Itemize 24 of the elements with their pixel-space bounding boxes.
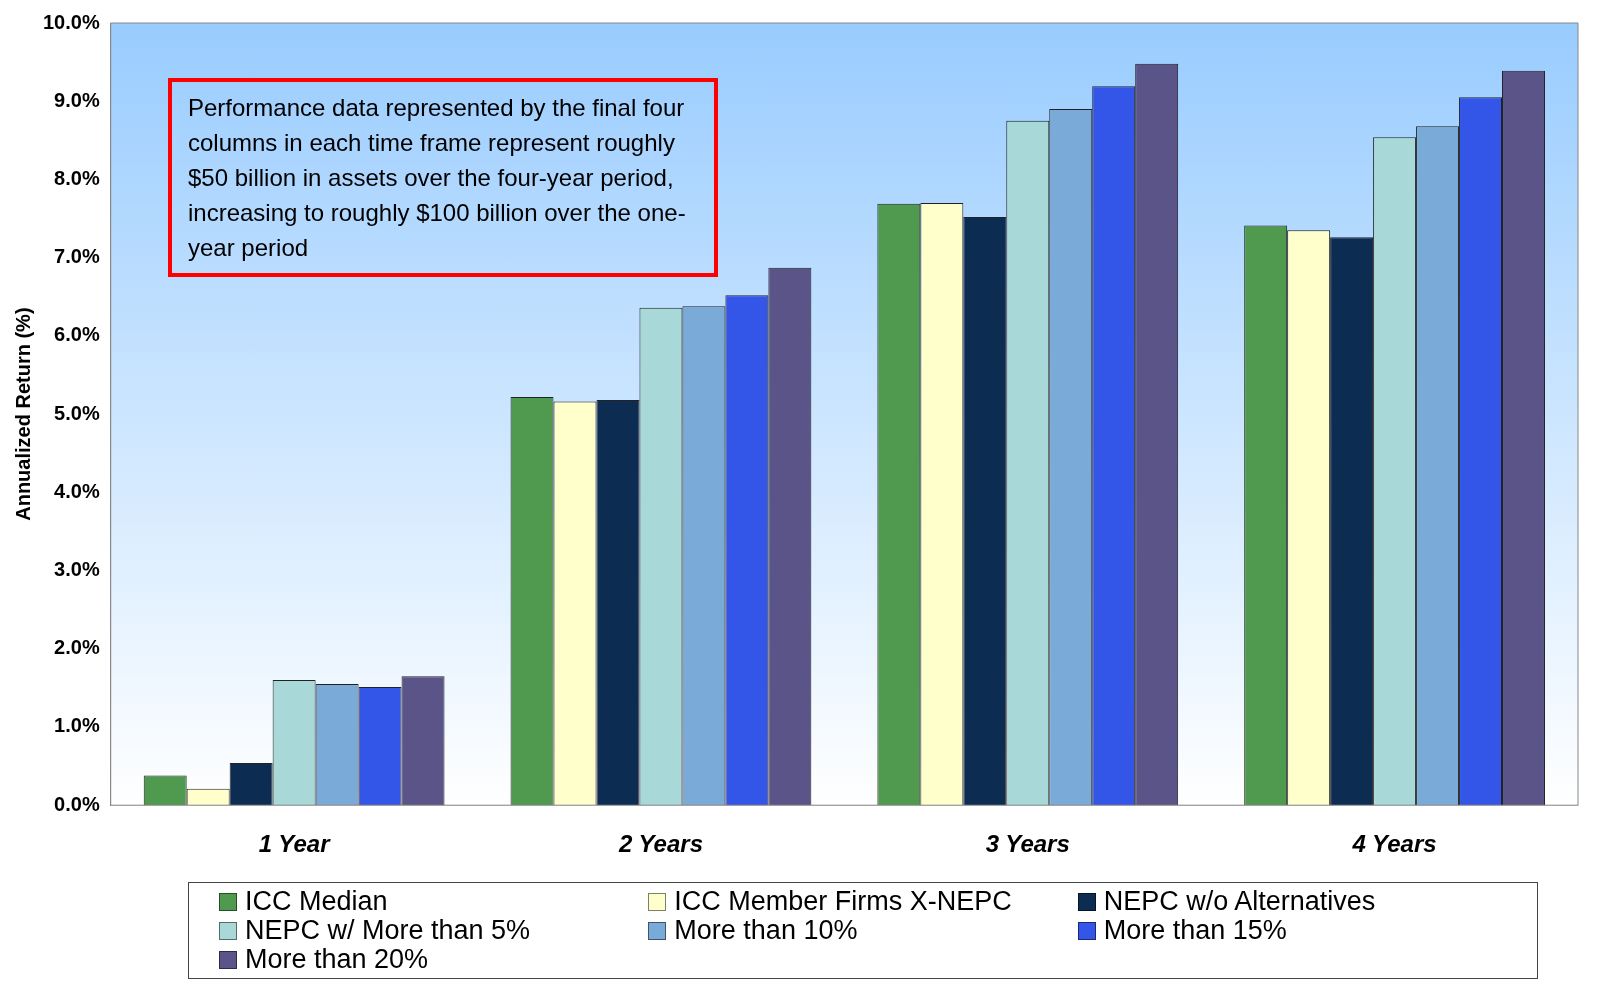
y-tick-label: 4.0% xyxy=(54,479,100,502)
x-tick-label: 4 Years xyxy=(1351,830,1437,858)
y-tick-label: 6.0% xyxy=(54,323,100,346)
y-tick-label: 8.0% xyxy=(54,166,100,189)
legend-label: More than 15% xyxy=(1103,915,1287,945)
y-tick-label: 2.0% xyxy=(54,636,100,659)
y-tick-label: 3.0% xyxy=(54,558,100,581)
y-axis-title: Annualized Return (%) xyxy=(11,307,34,521)
x-tick-label: 1 Year xyxy=(258,830,332,858)
y-tick-label: 10.0% xyxy=(42,10,100,33)
legend-label: More than 10% xyxy=(674,915,858,945)
x-tick-label: 2 Years xyxy=(617,830,703,858)
y-tick-label: 7.0% xyxy=(54,245,100,268)
y-tick-label: 1.0% xyxy=(54,714,100,737)
legend-label: More than 20% xyxy=(245,944,429,974)
legend-label: NEPC w/ More than 5% xyxy=(245,915,531,945)
legend-label: ICC Median xyxy=(245,886,388,916)
y-tick-label: 9.0% xyxy=(54,88,100,111)
legend-label: NEPC w/o Alternatives xyxy=(1103,886,1376,916)
annotation: Performance data represented by the final four columns in each time frame represent roughly $50 billion in assets over the four-year period, increasing to roughly $100 billion over the one-year period xyxy=(168,78,718,277)
legend-label: ICC Member Firms X-NEPC xyxy=(674,886,1012,916)
y-tick-label: 5.0% xyxy=(54,401,100,424)
y-tick-label: 0.0% xyxy=(54,792,100,815)
x-tick-label: 3 Years xyxy=(985,830,1070,858)
